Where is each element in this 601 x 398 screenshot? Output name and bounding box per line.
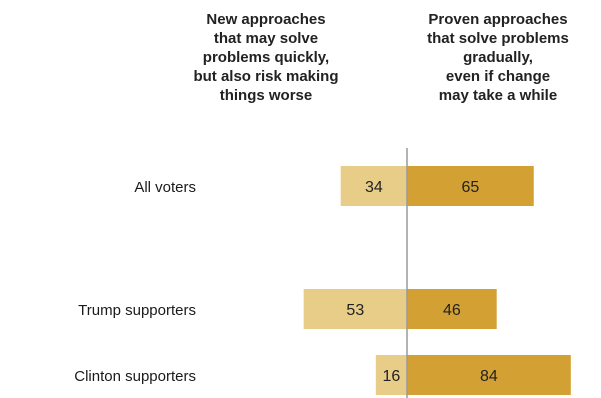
value-label-left-all-voters: 34 bbox=[365, 179, 383, 196]
right-column-header: Proven approaches that solve problems gr… bbox=[427, 11, 569, 104]
value-label-right-trump-supporters: 46 bbox=[443, 302, 461, 319]
value-label-left-clinton-supporters: 16 bbox=[383, 368, 401, 385]
category-label-all-voters: All voters bbox=[134, 179, 196, 196]
bar-left-clinton-supporters bbox=[375, 355, 407, 395]
bar-left-trump-supporters bbox=[303, 289, 407, 329]
value-label-right-all-voters: 65 bbox=[461, 179, 479, 196]
value-label-left-trump-supporters: 53 bbox=[346, 302, 364, 319]
value-label-right-clinton-supporters: 84 bbox=[480, 368, 498, 385]
category-label-trump-supporters: Trump supporters bbox=[78, 302, 196, 319]
bar-right-all-voters bbox=[407, 166, 534, 206]
bar-right-trump-supporters bbox=[407, 289, 497, 329]
bar-right-clinton-supporters bbox=[407, 355, 571, 395]
left-column-header: New approaches that may solve problems q… bbox=[193, 11, 339, 104]
bar-left-all-voters bbox=[340, 166, 407, 206]
category-label-clinton-supporters: Clinton supporters bbox=[74, 368, 196, 385]
